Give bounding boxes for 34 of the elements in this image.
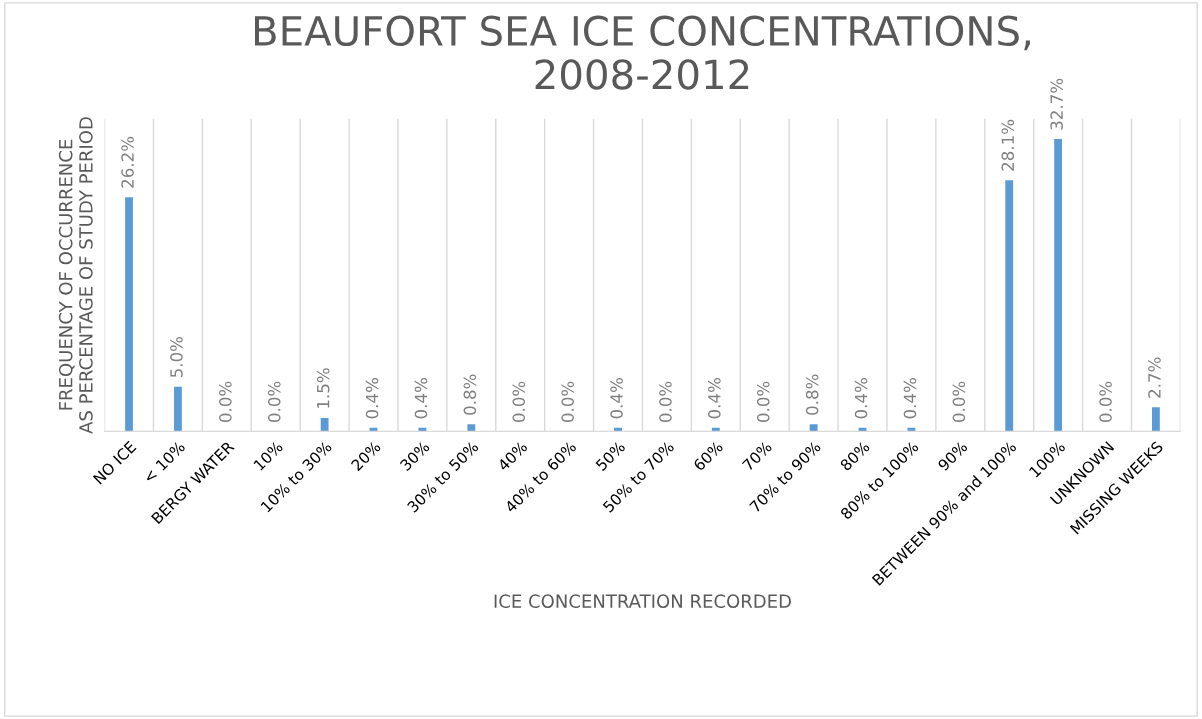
data-label: 0.8%: [463, 374, 477, 415]
data-label: 0.8%: [805, 374, 819, 415]
x-axis-title: ICE CONCENTRATION RECORDED: [494, 594, 791, 609]
bar: [467, 424, 476, 432]
x-tick-label: NO ICE: [92, 440, 137, 485]
bar: [1005, 180, 1014, 432]
data-label: 5.0%: [170, 336, 183, 378]
data-label: 0.0%: [1099, 381, 1112, 422]
data-label: 32.7%: [1050, 78, 1063, 130]
data-label: 0.4%: [854, 378, 868, 419]
bar: [320, 417, 329, 432]
data-label: 28.1%: [1001, 119, 1015, 171]
data-label: 26.2%: [121, 136, 134, 188]
data-label: 0.4%: [365, 378, 379, 419]
data-label: 0.0%: [512, 381, 526, 422]
y-axis-title: FREQUENCY OF OCCURRENCE AS PERCENTAGE OF STUDY PERIOD: [58, 117, 93, 434]
data-label: 0.4%: [610, 378, 623, 419]
bar: [809, 424, 818, 432]
data-label: 0.0%: [561, 381, 574, 422]
data-label: 0.0%: [952, 381, 966, 422]
bar: [174, 386, 182, 432]
data-label: 1.5%: [316, 368, 330, 408]
chart-title: BEAUFORT SEA ICE CONCENTRATIONS, 2008-2012: [254, 15, 1030, 90]
bar: [1054, 139, 1063, 432]
bar: [125, 197, 133, 432]
data-label: 0.0%: [219, 381, 232, 422]
data-label: 0.0%: [267, 381, 281, 422]
data-label: 0.4%: [414, 378, 428, 419]
bar: [1152, 407, 1160, 432]
data-label: 0.0%: [756, 381, 770, 422]
data-label: 2.7%: [1148, 357, 1161, 398]
data-label: 0.4%: [903, 378, 917, 419]
data-label: 0.0%: [659, 381, 672, 422]
data-label: 0.4%: [708, 378, 721, 419]
